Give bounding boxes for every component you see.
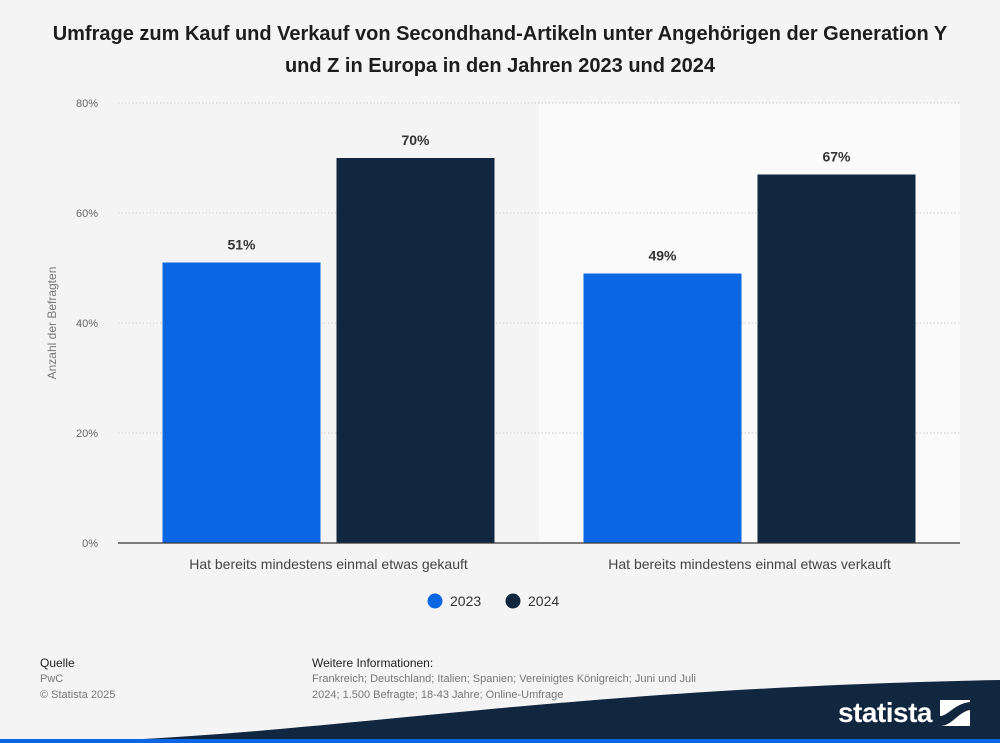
bar-2024-2 <box>757 174 916 543</box>
data-label: 51% <box>227 237 256 253</box>
bar-2023-1 <box>162 262 321 543</box>
source-label: Quelle <box>40 656 75 670</box>
bottom-accent-line <box>0 739 1000 743</box>
y-axis-label: Anzahl der Befragten <box>45 267 59 380</box>
info-text: Frankreich; Deutschland; Italien; Spanie… <box>312 673 697 701</box>
data-label: 49% <box>648 248 677 264</box>
y-tick-label: 20% <box>76 428 98 440</box>
data-label: 70% <box>401 132 430 148</box>
info-block: Weitere Informationen: Frankreich; Deuts… <box>312 655 702 703</box>
statista-wordmark: statista <box>837 697 933 728</box>
brand-band <box>0 680 1000 743</box>
y-tick-label: 80% <box>76 98 98 110</box>
statista-logo-icon <box>940 700 970 726</box>
bar-2024-1 <box>336 158 495 543</box>
data-label: 67% <box>822 149 851 165</box>
statista-logo[interactable]: statista <box>838 697 970 729</box>
source-name[interactable]: PwC <box>40 673 64 685</box>
legend-label-2024: 2024 <box>528 593 559 609</box>
chart-title: Umfrage zum Kauf und Verkauf von Secondh… <box>52 23 948 77</box>
y-tick-label: 40% <box>76 318 98 330</box>
source-block: Quelle PwC © Statista 2025 <box>40 655 115 703</box>
legend-label-2023: 2023 <box>450 593 481 609</box>
x-category-label: Hat bereits mindestens einmal etwas verk… <box>608 556 891 572</box>
x-category-label: Hat bereits mindestens einmal etwas geka… <box>189 556 468 572</box>
info-label: Weitere Informationen: <box>312 656 434 670</box>
legend-marker-2024 <box>505 593 521 609</box>
copyright: © Statista 2025 <box>40 689 116 701</box>
y-tick-label: 0% <box>82 538 98 550</box>
legend-marker-2023 <box>427 593 443 609</box>
y-tick-label: 60% <box>76 208 98 220</box>
bar-chart: 0% 20% 40% 60% 80% Anzahl der Befragten 51% 70%… <box>45 98 960 609</box>
bar-2023-2 <box>583 273 742 543</box>
